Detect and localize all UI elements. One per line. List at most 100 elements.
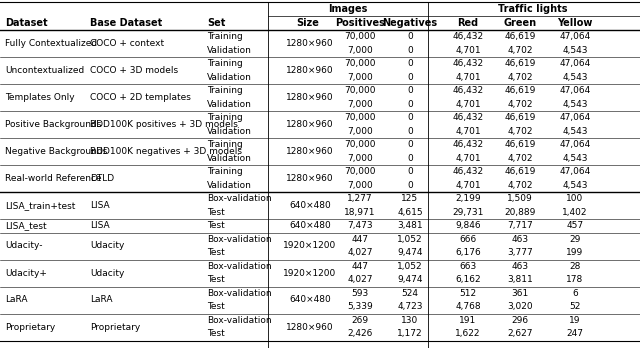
Text: Training: Training <box>207 32 243 41</box>
Text: 70,000: 70,000 <box>344 140 376 149</box>
Text: 3,481: 3,481 <box>397 221 423 230</box>
Text: BDD100K positives + 3D models: BDD100K positives + 3D models <box>90 120 238 129</box>
Text: 6,176: 6,176 <box>455 248 481 257</box>
Text: Proprietary: Proprietary <box>5 323 55 332</box>
Text: Box-validation: Box-validation <box>207 262 271 271</box>
Text: 6,162: 6,162 <box>455 275 481 284</box>
Text: COCO + 3D models: COCO + 3D models <box>90 66 178 75</box>
Text: 3,811: 3,811 <box>507 275 533 284</box>
Text: 0: 0 <box>407 86 413 95</box>
Text: 7,000: 7,000 <box>347 46 373 55</box>
Text: Training: Training <box>207 86 243 95</box>
Text: 4,702: 4,702 <box>508 73 532 82</box>
Text: 47,064: 47,064 <box>559 59 591 68</box>
Text: 46,432: 46,432 <box>452 113 484 122</box>
Text: 1280×960: 1280×960 <box>286 66 334 75</box>
Text: 47,064: 47,064 <box>559 32 591 41</box>
Text: Real-world Reference: Real-world Reference <box>5 174 102 183</box>
Text: Red: Red <box>458 18 479 28</box>
Text: 463: 463 <box>511 235 529 244</box>
Text: 20,889: 20,889 <box>504 208 536 217</box>
Text: 46,619: 46,619 <box>504 167 536 176</box>
Text: 9,474: 9,474 <box>397 275 423 284</box>
Text: 2,426: 2,426 <box>348 329 372 338</box>
Text: Negative Backgrounds: Negative Backgrounds <box>5 147 108 156</box>
Text: 46,619: 46,619 <box>504 32 536 41</box>
Text: 4,701: 4,701 <box>455 73 481 82</box>
Text: 4,027: 4,027 <box>348 275 372 284</box>
Text: 52: 52 <box>570 302 580 311</box>
Text: Udacity: Udacity <box>90 269 124 277</box>
Text: LISA: LISA <box>90 221 109 230</box>
Text: 46,619: 46,619 <box>504 113 536 122</box>
Text: Proprietary: Proprietary <box>90 323 140 332</box>
Text: Box-validation: Box-validation <box>207 194 271 203</box>
Text: 1280×960: 1280×960 <box>286 39 334 48</box>
Text: LISA_test: LISA_test <box>5 221 47 230</box>
Text: 663: 663 <box>460 262 477 271</box>
Text: 640×480: 640×480 <box>289 295 331 304</box>
Text: 1,052: 1,052 <box>397 262 423 271</box>
Text: 1280×960: 1280×960 <box>286 93 334 102</box>
Text: 0: 0 <box>407 167 413 176</box>
Text: 18,971: 18,971 <box>344 208 376 217</box>
Text: 1,622: 1,622 <box>455 329 481 338</box>
Text: 46,619: 46,619 <box>504 140 536 149</box>
Text: Training: Training <box>207 59 243 68</box>
Text: Size: Size <box>296 18 319 28</box>
Text: 0: 0 <box>407 46 413 55</box>
Text: 199: 199 <box>566 248 584 257</box>
Text: 447: 447 <box>351 262 369 271</box>
Text: 5,339: 5,339 <box>347 302 373 311</box>
Text: 0: 0 <box>407 154 413 163</box>
Text: 0: 0 <box>407 181 413 190</box>
Text: 4,702: 4,702 <box>508 127 532 136</box>
Text: Uncontextualized: Uncontextualized <box>5 66 84 75</box>
Text: 4,543: 4,543 <box>563 181 588 190</box>
Text: 47,064: 47,064 <box>559 86 591 95</box>
Text: Negatives: Negatives <box>383 18 438 28</box>
Text: 4,543: 4,543 <box>563 100 588 109</box>
Text: 9,846: 9,846 <box>455 221 481 230</box>
Text: Box-validation: Box-validation <box>207 289 271 298</box>
Text: 0: 0 <box>407 32 413 41</box>
Text: 46,432: 46,432 <box>452 167 484 176</box>
Text: 2,627: 2,627 <box>508 329 532 338</box>
Text: Templates Only: Templates Only <box>5 93 75 102</box>
Text: Validation: Validation <box>207 46 252 55</box>
Text: Fully Contextualized: Fully Contextualized <box>5 39 97 48</box>
Text: 70,000: 70,000 <box>344 86 376 95</box>
Text: 4,702: 4,702 <box>508 181 532 190</box>
Text: 0: 0 <box>407 140 413 149</box>
Text: 47,064: 47,064 <box>559 167 591 176</box>
Text: Box-validation: Box-validation <box>207 235 271 244</box>
Text: 269: 269 <box>351 316 369 325</box>
Text: 4,702: 4,702 <box>508 154 532 163</box>
Text: Test: Test <box>207 248 225 257</box>
Text: Udacity+: Udacity+ <box>5 269 47 277</box>
Text: 47,064: 47,064 <box>559 140 591 149</box>
Text: Green: Green <box>504 18 536 28</box>
Text: Base Dataset: Base Dataset <box>90 18 163 28</box>
Text: 4,701: 4,701 <box>455 127 481 136</box>
Text: Test: Test <box>207 275 225 284</box>
Text: 0: 0 <box>407 113 413 122</box>
Text: 46,619: 46,619 <box>504 86 536 95</box>
Text: 666: 666 <box>460 235 477 244</box>
Text: DTLD: DTLD <box>90 174 114 183</box>
Text: 0: 0 <box>407 100 413 109</box>
Text: 7,473: 7,473 <box>347 221 373 230</box>
Text: LaRA: LaRA <box>90 295 113 304</box>
Text: Yellow: Yellow <box>557 18 593 28</box>
Text: 46,432: 46,432 <box>452 86 484 95</box>
Text: 6: 6 <box>572 289 578 298</box>
Text: 1920×1200: 1920×1200 <box>284 269 337 277</box>
Text: 1,052: 1,052 <box>397 235 423 244</box>
Text: 7,717: 7,717 <box>507 221 533 230</box>
Text: 100: 100 <box>566 194 584 203</box>
Text: 0: 0 <box>407 73 413 82</box>
Text: 1,402: 1,402 <box>563 208 588 217</box>
Text: 4,702: 4,702 <box>508 100 532 109</box>
Text: Positive Backgrounds: Positive Backgrounds <box>5 120 101 129</box>
Text: 46,432: 46,432 <box>452 32 484 41</box>
